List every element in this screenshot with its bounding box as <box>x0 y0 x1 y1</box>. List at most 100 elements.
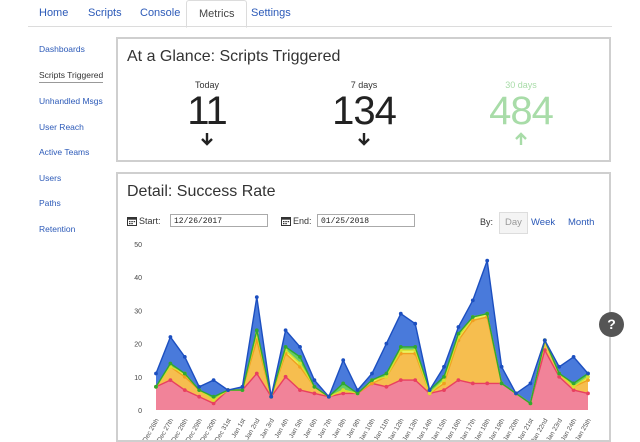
data-point <box>470 315 475 319</box>
data-point <box>283 345 288 349</box>
data-point <box>557 364 562 369</box>
data-point <box>442 364 446 369</box>
data-point <box>182 355 187 359</box>
data-point <box>571 355 576 359</box>
arrow-down-icon <box>358 133 370 146</box>
data-point <box>370 371 374 376</box>
data-point <box>442 378 446 382</box>
y-tick-label: 40 <box>134 275 142 282</box>
data-point <box>211 394 216 399</box>
stat-today: Today 11 <box>157 80 257 146</box>
nav-divider <box>28 26 612 27</box>
data-point <box>557 374 562 379</box>
data-point <box>456 378 461 382</box>
y-tick-label: 0 <box>138 408 142 415</box>
series-area <box>156 317 588 404</box>
data-point <box>298 355 302 359</box>
data-point <box>355 391 360 396</box>
help-button[interactable]: ? <box>599 312 624 337</box>
tab-metrics[interactable]: Metrics <box>186 0 248 28</box>
data-point <box>341 388 346 392</box>
data-point <box>312 384 317 389</box>
data-point <box>154 371 158 376</box>
calendar-icon <box>127 217 137 226</box>
data-point <box>586 374 590 379</box>
data-point <box>413 345 418 349</box>
data-point <box>168 378 173 382</box>
stat-30days-value: 484 <box>489 89 554 133</box>
data-point <box>182 374 187 379</box>
data-point <box>442 388 446 392</box>
start-label: Start: <box>139 216 161 226</box>
stat-today-label: Today <box>194 80 220 90</box>
by-day-option[interactable]: Day <box>499 212 528 234</box>
data-point <box>182 371 187 376</box>
data-point <box>384 371 389 376</box>
by-month-option[interactable]: Month <box>568 217 595 228</box>
data-point <box>586 371 590 376</box>
data-point <box>312 391 317 396</box>
data-point <box>211 401 216 406</box>
sidebar-item-paths[interactable]: Paths <box>39 198 61 208</box>
start-date-input[interactable]: 12/26/2017 <box>170 214 268 227</box>
stat-7days-label: 7 days <box>350 80 378 90</box>
data-point <box>298 345 302 349</box>
data-point <box>485 311 490 316</box>
by-label: By: <box>480 217 494 227</box>
data-point <box>240 388 245 392</box>
tab-console[interactable]: Console <box>140 7 181 19</box>
data-point <box>384 374 389 379</box>
data-point <box>542 338 547 343</box>
data-point <box>298 361 302 366</box>
sidebar-item-retention[interactable]: Retention <box>39 224 76 234</box>
data-point <box>283 328 288 333</box>
tab-home[interactable]: Home <box>39 7 69 19</box>
series-area <box>156 350 588 410</box>
sidebar-item-unhandled-msgs[interactable]: Unhandled Msgs <box>39 96 103 106</box>
data-point <box>154 384 158 389</box>
data-point <box>341 381 346 386</box>
data-point <box>211 398 216 402</box>
sidebar-item-active-teams[interactable]: Active Teams <box>39 147 90 157</box>
data-point <box>557 371 562 376</box>
data-point <box>240 384 245 389</box>
sidebar-item-dashboards[interactable]: Dashboards <box>39 44 85 54</box>
end-label: End: <box>293 216 312 226</box>
data-point <box>197 388 202 392</box>
arrow-up-icon <box>515 132 527 145</box>
data-point <box>341 358 346 363</box>
data-point <box>571 384 576 389</box>
data-point <box>384 341 389 346</box>
data-point <box>470 381 475 386</box>
stat-30days: 30 days 484 <box>471 80 571 146</box>
series-area <box>156 260 588 404</box>
data-point <box>398 378 403 382</box>
data-point <box>427 391 432 396</box>
arrow-down-icon <box>201 133 213 146</box>
tab-settings[interactable]: Settings <box>251 7 291 19</box>
data-point <box>442 381 446 386</box>
tab-scripts[interactable]: Scripts <box>88 7 122 19</box>
end-date-input[interactable]: 01/25/2018 <box>317 214 415 227</box>
calendar-icon <box>281 217 291 226</box>
top-nav: Home Scripts Console Metrics Settings <box>0 0 640 28</box>
glance-title: At a Glance: Scripts Triggered <box>127 48 341 65</box>
detail-title: Detail: Success Rate <box>127 183 276 200</box>
stat-7days-value: 134 <box>332 89 397 133</box>
data-point <box>168 335 173 339</box>
data-point <box>254 371 259 376</box>
y-tick-label: 30 <box>134 308 142 315</box>
y-tick-label: 50 <box>134 242 142 249</box>
sidebar-item-users[interactable]: Users <box>39 173 62 183</box>
data-point <box>456 331 461 336</box>
stat-7days: 7 days 134 <box>314 80 414 146</box>
by-week-option[interactable]: Week <box>531 217 556 228</box>
stat-today-value: 11 <box>187 89 228 133</box>
data-point <box>528 381 533 386</box>
data-point <box>168 361 173 366</box>
sidebar-item-scripts-triggered[interactable]: Scripts Triggered <box>39 70 104 83</box>
data-point <box>269 394 274 399</box>
data-point <box>398 345 403 349</box>
sidebar-item-user-reach[interactable]: User Reach <box>39 122 84 132</box>
data-point <box>442 374 446 379</box>
